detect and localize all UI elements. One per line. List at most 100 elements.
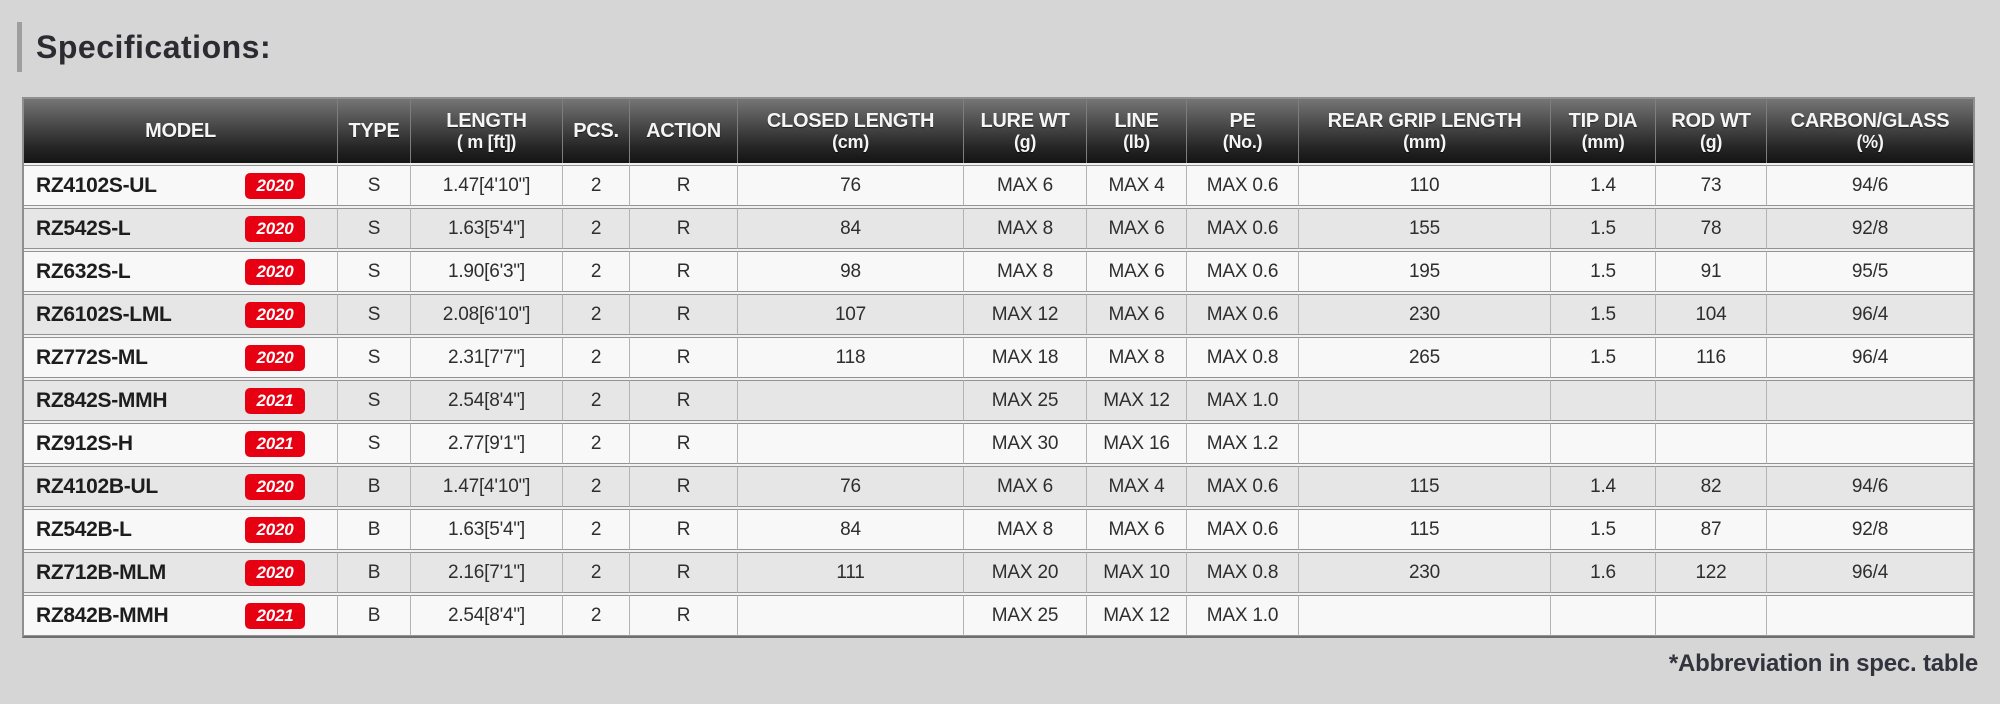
cell-tip_dia bbox=[1550, 380, 1655, 421]
cell-length: 2.77[9'1"] bbox=[410, 423, 562, 464]
cell-model: RZ842B-MMH 2021 bbox=[24, 595, 337, 636]
cell-tip_dia: 1.5 bbox=[1550, 251, 1655, 292]
cell-length: 1.47[4'10"] bbox=[410, 165, 562, 206]
cell-rear_grip_length: 110 bbox=[1298, 165, 1550, 206]
cell-type: S bbox=[337, 251, 410, 292]
column-header-rod_wt: ROD WT (g) bbox=[1655, 99, 1766, 163]
cell-model: RZ712B-MLM 2020 bbox=[24, 552, 337, 593]
cell-carbon_glass: 95/5 bbox=[1766, 251, 1973, 292]
cell-type: B bbox=[337, 595, 410, 636]
cell-lure_wt: MAX 20 bbox=[963, 552, 1086, 593]
table-row: RZ842B-MMH 2021 B 2.54[8'4"] 2 R MAX 25 MAX 12 M… bbox=[24, 595, 1973, 636]
cell-line: MAX 6 bbox=[1086, 208, 1186, 249]
cell-rod_wt: 87 bbox=[1655, 509, 1766, 550]
cell-carbon_glass: 94/6 bbox=[1766, 165, 1973, 206]
cell-line: MAX 6 bbox=[1086, 251, 1186, 292]
cell-action: R bbox=[629, 337, 737, 378]
cell-action: R bbox=[629, 595, 737, 636]
column-unit: (mm) bbox=[1403, 132, 1446, 153]
cell-lure_wt: MAX 8 bbox=[963, 251, 1086, 292]
cell-pcs: 2 bbox=[562, 337, 629, 378]
cell-tip_dia: 1.6 bbox=[1550, 552, 1655, 593]
cell-tip_dia: 1.5 bbox=[1550, 208, 1655, 249]
model-name: RZ542B-L bbox=[36, 517, 132, 541]
cell-carbon_glass: 96/4 bbox=[1766, 337, 1973, 378]
column-header-type: TYPE bbox=[337, 99, 410, 163]
cell-type: B bbox=[337, 509, 410, 550]
cell-pcs: 2 bbox=[562, 423, 629, 464]
cell-model: RZ4102S-UL 2020 bbox=[24, 165, 337, 206]
cell-tip_dia: 1.4 bbox=[1550, 466, 1655, 507]
column-label: LENGTH bbox=[446, 109, 527, 132]
year-badge: 2020 bbox=[245, 301, 305, 328]
cell-closed_length: 111 bbox=[737, 552, 963, 593]
abbreviation-footnote: *Abbreviation in spec. table bbox=[1668, 650, 1978, 677]
cell-closed_length: 107 bbox=[737, 294, 963, 335]
cell-tip_dia: 1.4 bbox=[1550, 165, 1655, 206]
cell-carbon_glass: 94/6 bbox=[1766, 466, 1973, 507]
column-label: ROD WT bbox=[1671, 109, 1751, 132]
model-name: RZ912S-H bbox=[36, 431, 133, 455]
table-row: RZ712B-MLM 2020 B 2.16[7'1"] 2 R 111 MAX 20 MAX … bbox=[24, 552, 1973, 593]
model-name: RZ632S-L bbox=[36, 259, 131, 283]
specifications-table: MODEL TYPE LENGTH( m [ft]) PCS. ACTION CLOSED… bbox=[24, 99, 1973, 636]
cell-length: 2.31[7'7"] bbox=[410, 337, 562, 378]
cell-tip_dia: 1.5 bbox=[1550, 294, 1655, 335]
cell-action: R bbox=[629, 466, 737, 507]
cell-length: 1.63[5'4"] bbox=[410, 509, 562, 550]
cell-lure_wt: MAX 6 bbox=[963, 165, 1086, 206]
table-row: RZ542B-L 2020 B 1.63[5'4"] 2 R 84 MAX 8 MAX 6 MAX… bbox=[24, 509, 1973, 550]
cell-rod_wt: 104 bbox=[1655, 294, 1766, 335]
model-name: RZ4102S-UL bbox=[36, 173, 157, 197]
cell-pe: MAX 0.6 bbox=[1186, 294, 1298, 335]
table-row: RZ4102S-UL 2020 S 1.47[4'10"] 2 R 76 MAX 6 MAX 4… bbox=[24, 165, 1973, 206]
cell-model: RZ632S-L 2020 bbox=[24, 251, 337, 292]
cell-closed_length bbox=[737, 380, 963, 421]
year-badge: 2020 bbox=[245, 344, 305, 371]
cell-pcs: 2 bbox=[562, 208, 629, 249]
cell-rear_grip_length bbox=[1298, 595, 1550, 636]
cell-closed_length: 98 bbox=[737, 251, 963, 292]
cell-type: B bbox=[337, 552, 410, 593]
specifications-table-container: MODEL TYPE LENGTH( m [ft]) PCS. ACTION CLOSED… bbox=[22, 97, 1975, 638]
table-row: RZ772S-ML 2020 S 2.31[7'7"] 2 R 118 MAX 18 MAX 8… bbox=[24, 337, 1973, 378]
cell-length: 2.08[6'10"] bbox=[410, 294, 562, 335]
cell-pcs: 2 bbox=[562, 595, 629, 636]
cell-action: R bbox=[629, 294, 737, 335]
cell-type: S bbox=[337, 294, 410, 335]
column-unit: (No.) bbox=[1222, 132, 1263, 153]
cell-carbon_glass: 96/4 bbox=[1766, 294, 1973, 335]
cell-lure_wt: MAX 30 bbox=[963, 423, 1086, 464]
cell-rod_wt: 78 bbox=[1655, 208, 1766, 249]
page-title: Specifications: bbox=[36, 28, 272, 65]
column-header-length: LENGTH( m [ft]) bbox=[410, 99, 562, 163]
cell-rod_wt bbox=[1655, 423, 1766, 464]
column-label: LURE WT bbox=[980, 109, 1070, 132]
cell-pcs: 2 bbox=[562, 251, 629, 292]
cell-pe: MAX 0.6 bbox=[1186, 165, 1298, 206]
cell-closed_length: 76 bbox=[737, 165, 963, 206]
column-unit: (cm) bbox=[832, 132, 869, 153]
model-name: RZ4102B-UL bbox=[36, 474, 158, 498]
cell-lure_wt: MAX 12 bbox=[963, 294, 1086, 335]
cell-tip_dia: 1.5 bbox=[1550, 509, 1655, 550]
cell-line: MAX 8 bbox=[1086, 337, 1186, 378]
column-header-line: LINE (lb) bbox=[1086, 99, 1186, 163]
cell-pe: MAX 1.0 bbox=[1186, 595, 1298, 636]
year-badge: 2020 bbox=[245, 172, 305, 199]
cell-closed_length bbox=[737, 423, 963, 464]
cell-pcs: 2 bbox=[562, 294, 629, 335]
cell-length: 2.54[8'4"] bbox=[410, 595, 562, 636]
cell-model: RZ912S-H 2021 bbox=[24, 423, 337, 464]
cell-type: S bbox=[337, 208, 410, 249]
cell-length: 1.47[4'10"] bbox=[410, 466, 562, 507]
cell-rod_wt: 73 bbox=[1655, 165, 1766, 206]
column-label: CLOSED LENGTH bbox=[766, 109, 935, 132]
cell-line: MAX 4 bbox=[1086, 165, 1186, 206]
year-badge: 2020 bbox=[245, 215, 305, 242]
table-row: RZ542S-L 2020 S 1.63[5'4"] 2 R 84 MAX 8 MAX 6 MAX… bbox=[24, 208, 1973, 249]
column-header-pcs: PCS. bbox=[562, 99, 629, 163]
cell-action: R bbox=[629, 423, 737, 464]
year-badge: 2021 bbox=[245, 430, 305, 457]
column-label: MODEL bbox=[145, 119, 216, 142]
